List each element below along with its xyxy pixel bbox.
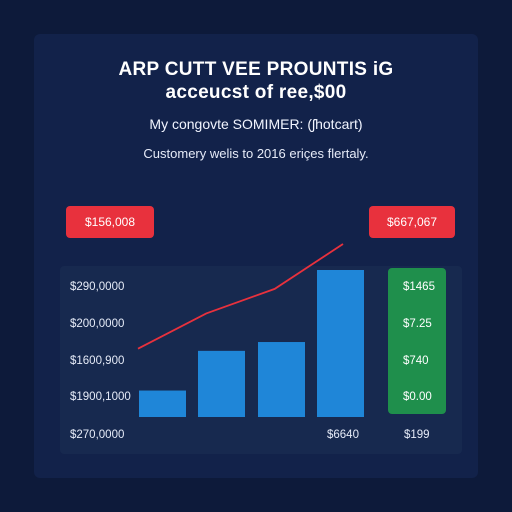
right-column-label: $7.25 xyxy=(403,318,432,330)
y-tick-label: $290,0000 xyxy=(70,281,125,293)
bottom-axis-label: $270,0000 xyxy=(70,429,125,441)
chart-title: ARP CUTT VEE PROUNTIS iG acceucst of ree… xyxy=(0,58,512,104)
right-column-label: $740 xyxy=(403,355,429,367)
title-line-1: ARP CUTT VEE PROUNTIS iG xyxy=(118,59,394,80)
right-column-label: $0.00 xyxy=(403,391,432,403)
bottom-axis-label: $199 xyxy=(404,429,430,441)
chart-caption: Customery welis to 2016 eriçes flertaly. xyxy=(143,146,369,161)
bar xyxy=(258,342,305,417)
bar xyxy=(139,390,186,417)
chart-subtitle: My congovte SOMIMER: (ʃhotcart) xyxy=(149,116,363,132)
left-value-badge: $156,008 xyxy=(66,206,154,238)
green-summary-column xyxy=(388,268,446,414)
y-tick-label: $1600,900 xyxy=(70,355,125,367)
y-tick-label: $200,0000 xyxy=(70,318,125,330)
right-value-badge: $667,067 xyxy=(369,206,455,238)
trend-line xyxy=(137,243,344,350)
bottom-axis-label: $6640 xyxy=(327,429,359,441)
y-tick-label: $1900,1000 xyxy=(70,391,131,403)
bar xyxy=(198,350,245,417)
title-line-2: acceucst of ree,$00 xyxy=(165,82,347,103)
right-column-label: $1465 xyxy=(403,281,435,293)
bar xyxy=(317,270,364,417)
